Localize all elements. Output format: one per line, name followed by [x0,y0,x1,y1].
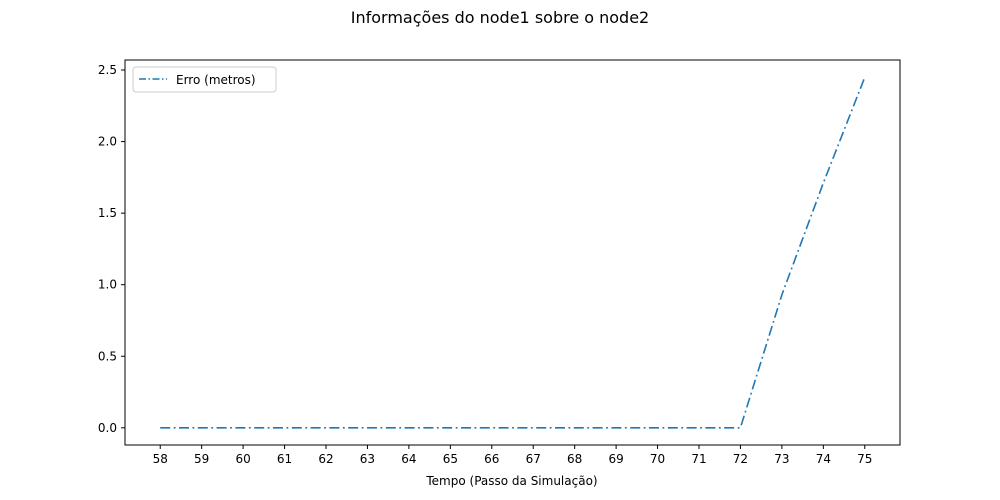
plot-frame [124,59,901,446]
y-tick-label: 2.5 [98,63,117,77]
legend: Erro (metros) [132,66,277,93]
x-tick-label: 61 [277,452,292,466]
legend-label: Erro (metros) [176,73,256,87]
x-tick-label: 67 [526,452,541,466]
x-tick-label: 60 [235,452,250,466]
x-tick-label: 68 [567,452,582,466]
chart-title: Informações do node1 sobre o node2 [351,8,649,27]
x-tick-label: 69 [608,452,623,466]
y-tick-label: 1.0 [98,278,117,292]
y-tick-label: 2.0 [98,135,117,149]
y-tick-label: 0.5 [98,349,117,363]
x-tick-label: 65 [443,452,458,466]
x-tick-label: 58 [153,452,168,466]
series-line [160,76,866,429]
plot-area [125,60,900,445]
x-tick-label: 73 [774,452,789,466]
x-tick-label: 72 [733,452,748,466]
series-group [160,76,866,429]
x-tick-label: 59 [194,452,209,466]
x-tick-label: 63 [360,452,375,466]
y-axis: 0.0 0.5 1.0 1.5 2.0 2.5 [98,63,125,435]
x-tick-label: 64 [401,452,416,466]
x-tick-label: 62 [318,452,333,466]
x-tick-label: 66 [484,452,499,466]
x-tick-label: 71 [691,452,706,466]
x-axis-label: Tempo (Passo da Simulação) [425,474,597,488]
x-tick-label: 75 [857,452,872,466]
y-tick-label: 0.0 [98,421,117,435]
legend-box [132,66,277,93]
x-tick-label: 74 [816,452,831,466]
x-axis: 58 59 60 61 62 63 64 65 66 67 68 69 70 71 72 73 74 75 [153,445,872,466]
x-tick-label: 70 [650,452,665,466]
y-tick-label: 1.5 [98,206,117,220]
